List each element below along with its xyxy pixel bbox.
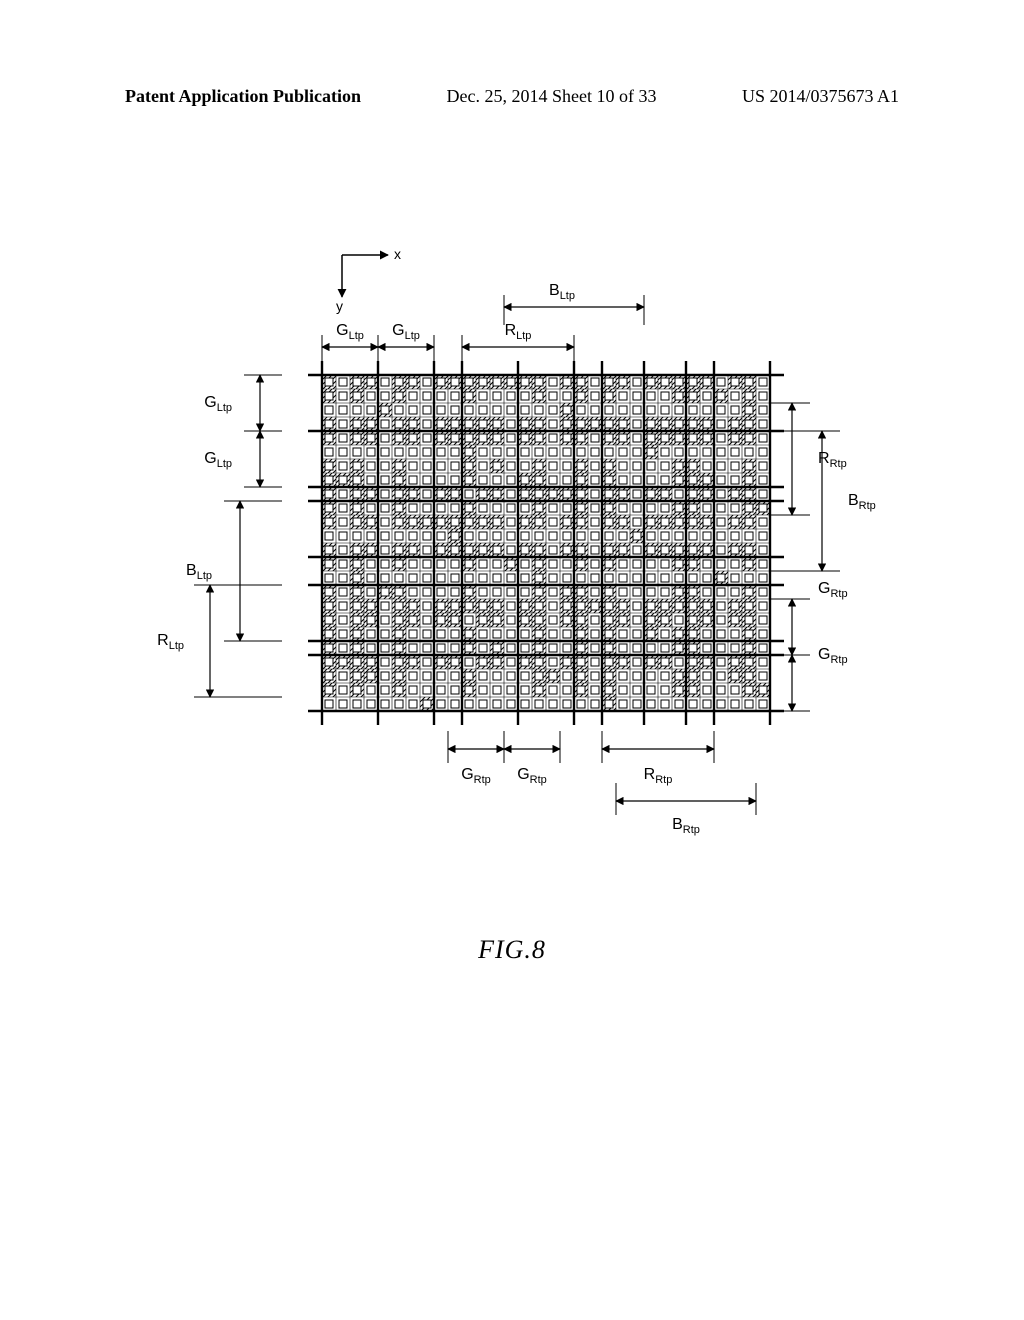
bottom-markers: GRtp GRtp RRtp BRtp bbox=[448, 731, 756, 836]
header-right: US 2014/0375673 A1 bbox=[742, 86, 899, 107]
header-mid: Dec. 25, 2014 Sheet 10 of 33 bbox=[447, 86, 657, 107]
figure-8: x y BLtp GLtp bbox=[0, 245, 1024, 965]
svg-text:GRtp: GRtp bbox=[818, 580, 848, 600]
svg-text:GRtp: GRtp bbox=[517, 766, 547, 786]
top-markers: BLtp GLtp GLtp RLtp bbox=[322, 282, 644, 367]
marker-B-Ltp-top: BLtp bbox=[504, 282, 644, 325]
svg-text:BLtp: BLtp bbox=[549, 282, 575, 302]
marker-B-Rtp-bottom: BRtp bbox=[616, 783, 756, 836]
right-markers: RRtp BRtp GRtp GRtp bbox=[770, 403, 876, 711]
marker-G-Rtp-right-1: GRtp bbox=[770, 580, 848, 655]
svg-text:GRtp: GRtp bbox=[818, 646, 848, 666]
svg-text:GRtp: GRtp bbox=[461, 766, 491, 786]
marker-R-Rtp-bottom: RRtp bbox=[602, 731, 714, 786]
svg-text:BRtp: BRtp bbox=[672, 816, 700, 836]
marker-G-Ltp-top-1: GLtp bbox=[322, 322, 378, 367]
marker-B-Ltp-left: BLtp bbox=[186, 501, 282, 641]
svg-text:GLtp: GLtp bbox=[204, 450, 232, 470]
svg-text:RLtp: RLtp bbox=[157, 632, 184, 652]
page-header: Patent Application Publication Dec. 25, … bbox=[0, 86, 1024, 107]
marker-G-Rtp-bottom-1: GRtp bbox=[448, 731, 504, 786]
marker-G-Ltp-left-2: GLtp bbox=[204, 431, 282, 487]
svg-text:GLtp: GLtp bbox=[336, 322, 364, 342]
svg-text:BLtp: BLtp bbox=[186, 562, 212, 582]
marker-G-Ltp-left-1: GLtp bbox=[204, 375, 282, 431]
marker-R-Rtp-right: RRtp bbox=[770, 403, 847, 515]
svg-text:RLtp: RLtp bbox=[505, 322, 532, 342]
svg-text:GLtp: GLtp bbox=[392, 322, 420, 342]
header-left: Patent Application Publication bbox=[125, 86, 361, 107]
axis-indicator: x y bbox=[336, 246, 401, 314]
figure-caption: FIG.8 bbox=[0, 935, 1024, 965]
axis-x-label: x bbox=[394, 246, 401, 262]
svg-text:GLtp: GLtp bbox=[204, 394, 232, 414]
marker-G-Rtp-bottom-2: GRtp bbox=[504, 731, 560, 786]
figure-svg: x y BLtp GLtp bbox=[132, 245, 892, 865]
svg-text:BRtp: BRtp bbox=[848, 492, 876, 512]
marker-R-Ltp-top: RLtp bbox=[462, 322, 574, 367]
svg-text:RRtp: RRtp bbox=[644, 766, 673, 786]
left-markers: GLtp GLtp BLtp RLtp bbox=[157, 375, 282, 697]
marker-G-Ltp-top-2: GLtp bbox=[378, 322, 434, 367]
axis-y-label: y bbox=[336, 298, 343, 314]
pixel-grid bbox=[322, 375, 770, 711]
